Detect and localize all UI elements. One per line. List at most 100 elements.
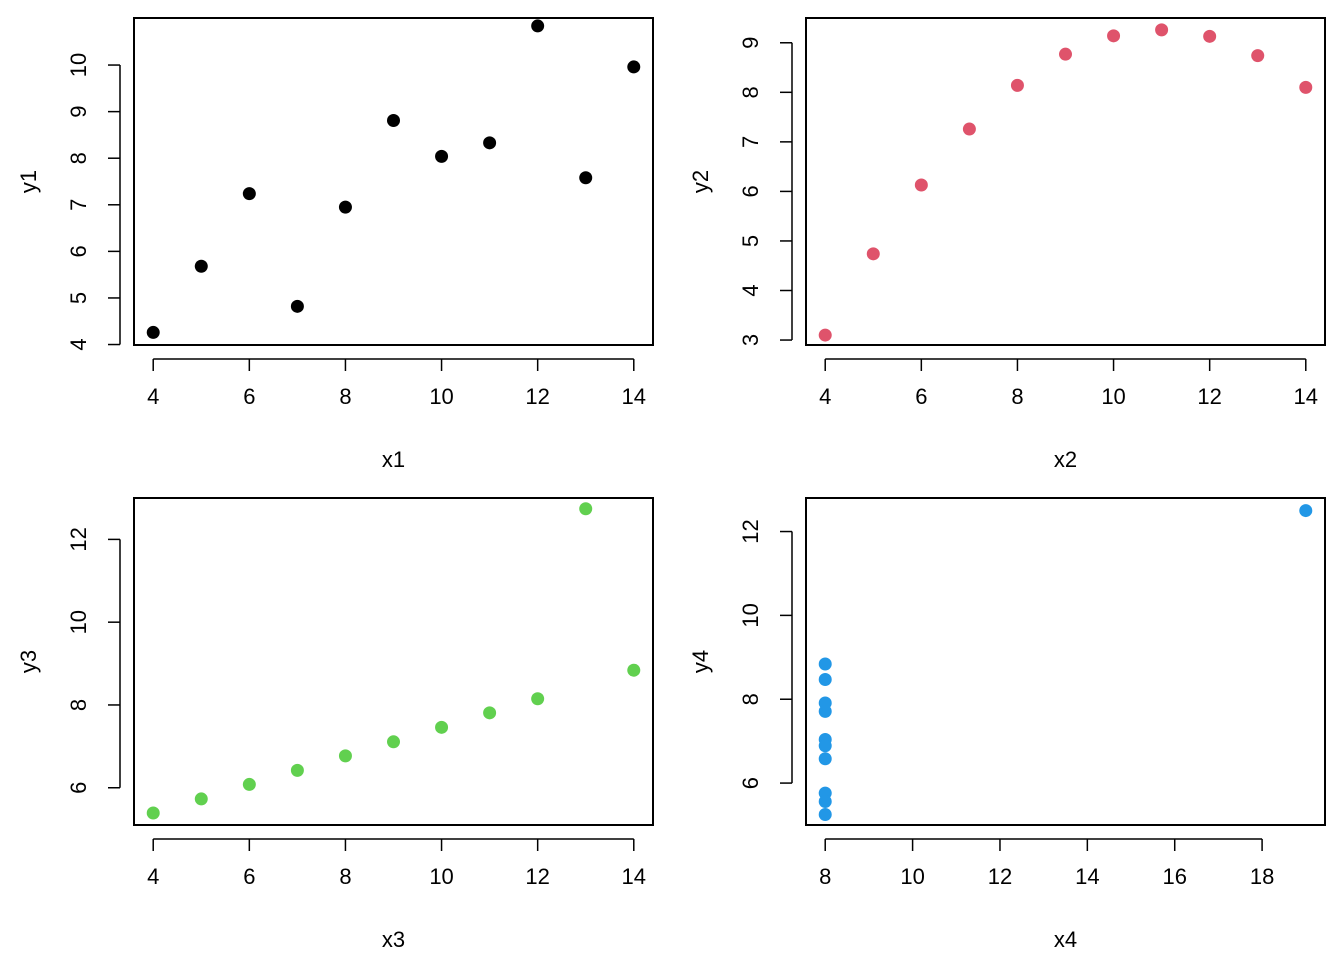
data-point bbox=[1155, 23, 1169, 37]
data-point bbox=[866, 247, 880, 261]
plot-frame bbox=[805, 17, 1326, 346]
scatter-panel-4: 8 10 12 14 16 18 6 8 10 12 x4 y4 bbox=[688, 497, 1326, 952]
data-point bbox=[483, 136, 497, 150]
x-axis-title: x1 bbox=[382, 447, 405, 472]
y-tick-label: 8 bbox=[66, 152, 91, 164]
x-axis-title: x4 bbox=[1054, 927, 1077, 952]
data-point bbox=[435, 720, 449, 734]
data-point bbox=[242, 777, 256, 791]
data-point bbox=[627, 60, 641, 74]
x-tick-label: 10 bbox=[1101, 384, 1125, 409]
data-point bbox=[194, 792, 208, 806]
x-tick-label: 14 bbox=[1294, 384, 1318, 409]
data-point bbox=[1299, 504, 1313, 518]
x-axis-title: x3 bbox=[382, 927, 405, 952]
y-tick-label: 4 bbox=[738, 284, 763, 296]
y-tick-label: 5 bbox=[66, 292, 91, 304]
y-axis-title: y2 bbox=[688, 170, 713, 193]
x-tick-label: 12 bbox=[525, 384, 549, 409]
data-point bbox=[914, 178, 928, 192]
y-tick-label: 12 bbox=[66, 527, 91, 551]
data-point bbox=[194, 259, 208, 273]
scatter-panel-1: 4 6 8 10 12 14 4 5 6 7 8 9 10 x1 y1 bbox=[16, 17, 654, 472]
data-point bbox=[627, 663, 641, 677]
x-tick-label: 14 bbox=[1075, 864, 1099, 889]
y-tick-label: 10 bbox=[738, 603, 763, 627]
x-tick-label: 12 bbox=[1197, 384, 1221, 409]
plot-frame bbox=[133, 17, 654, 346]
y-tick-label: 4 bbox=[66, 338, 91, 350]
data-point bbox=[962, 122, 976, 136]
y-tick-label: 8 bbox=[66, 699, 91, 711]
data-point bbox=[579, 502, 593, 516]
y-tick-label: 7 bbox=[738, 136, 763, 148]
data-point bbox=[146, 806, 160, 820]
y-tick-label: 6 bbox=[738, 777, 763, 789]
y-tick-label: 6 bbox=[738, 185, 763, 197]
data-point bbox=[435, 149, 449, 163]
x-tick-label: 10 bbox=[429, 384, 453, 409]
data-point bbox=[531, 19, 545, 33]
x-tick-label: 10 bbox=[429, 864, 453, 889]
plot-frame bbox=[805, 497, 1326, 826]
x-tick-label: 16 bbox=[1162, 864, 1186, 889]
x-tick-label: 8 bbox=[819, 864, 831, 889]
y-tick-label: 8 bbox=[738, 86, 763, 98]
x-tick-label: 12 bbox=[988, 864, 1012, 889]
y-tick-label: 9 bbox=[66, 106, 91, 118]
x-tick-label: 8 bbox=[339, 384, 351, 409]
data-point bbox=[290, 763, 304, 777]
x-tick-label: 6 bbox=[243, 864, 255, 889]
y-tick-label: 12 bbox=[738, 519, 763, 543]
x-tick-label: 10 bbox=[900, 864, 924, 889]
data-point bbox=[338, 749, 352, 763]
data-point bbox=[818, 739, 832, 753]
y-tick-label: 3 bbox=[738, 334, 763, 346]
x-tick-label: 14 bbox=[622, 864, 646, 889]
data-point bbox=[387, 113, 400, 127]
data-point bbox=[1059, 47, 1072, 61]
y-axis-title: y3 bbox=[16, 650, 41, 673]
scatter-panel-2: 4 6 8 10 12 14 3 4 5 6 7 8 9 x2 y2 bbox=[688, 17, 1326, 472]
data-point bbox=[242, 187, 256, 201]
x-tick-label: 4 bbox=[147, 864, 159, 889]
data-point bbox=[483, 706, 497, 720]
x-tick-label: 14 bbox=[622, 384, 646, 409]
y-tick-label: 10 bbox=[66, 610, 91, 634]
data-point bbox=[1010, 78, 1024, 92]
data-point bbox=[1203, 29, 1217, 43]
plot-frame bbox=[133, 497, 654, 826]
data-point bbox=[818, 752, 832, 766]
data-point bbox=[290, 299, 304, 313]
y-tick-label: 7 bbox=[66, 199, 91, 211]
x-tick-label: 12 bbox=[525, 864, 549, 889]
data-point bbox=[531, 692, 545, 706]
x-tick-label: 8 bbox=[339, 864, 351, 889]
data-point bbox=[818, 696, 832, 710]
y-tick-label: 5 bbox=[738, 235, 763, 247]
y-tick-label: 9 bbox=[738, 37, 763, 49]
x-axis-title: x2 bbox=[1054, 447, 1077, 472]
data-point bbox=[818, 657, 832, 671]
data-point bbox=[146, 325, 160, 339]
data-point bbox=[1251, 49, 1265, 63]
x-tick-label: 8 bbox=[1011, 384, 1023, 409]
y-tick-label: 6 bbox=[66, 782, 91, 794]
data-point bbox=[818, 673, 832, 687]
data-point bbox=[818, 328, 832, 342]
x-tick-label: 4 bbox=[819, 384, 831, 409]
data-point bbox=[1299, 80, 1313, 94]
x-tick-label: 4 bbox=[147, 384, 159, 409]
data-point bbox=[818, 808, 832, 822]
y-tick-label: 10 bbox=[66, 53, 91, 77]
x-tick-label: 18 bbox=[1250, 864, 1274, 889]
y-axis-title: y4 bbox=[688, 650, 713, 673]
data-point bbox=[579, 171, 593, 185]
data-point bbox=[818, 795, 832, 809]
data-point bbox=[1107, 29, 1121, 43]
data-point bbox=[387, 735, 400, 749]
scatter-panel-3: 4 6 8 10 12 14 6 8 10 12 x3 y3 bbox=[16, 497, 654, 952]
data-point bbox=[338, 200, 352, 214]
x-tick-label: 6 bbox=[915, 384, 927, 409]
